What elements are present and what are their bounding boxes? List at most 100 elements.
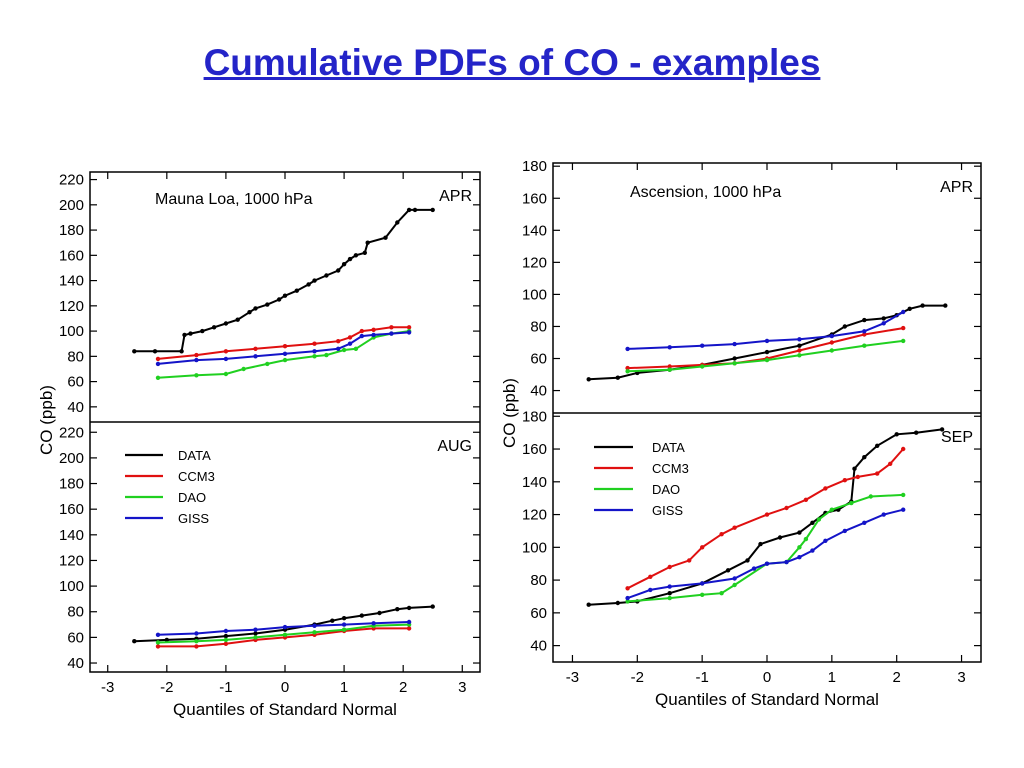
y-tick-label: 120	[522, 507, 547, 524]
x-axis-title: Quantiles of Standard Normal	[173, 700, 397, 719]
data-point-giss	[823, 538, 828, 543]
data-point-dao	[194, 639, 199, 644]
data-point-ccm3	[406, 325, 412, 330]
y-tick-label: 200	[59, 197, 84, 214]
data-point-ccm3	[797, 348, 802, 353]
data-point-data	[182, 332, 187, 338]
data-point-ccm3	[888, 461, 893, 466]
y-tick-label: 140	[59, 273, 84, 290]
data-point-data	[914, 430, 919, 435]
data-point-giss	[223, 628, 229, 634]
data-point-giss	[155, 632, 161, 637]
y-tick-label: 180	[522, 408, 547, 425]
series-line-giss	[627, 311, 904, 350]
data-point-giss	[881, 321, 886, 326]
month-label: AUG	[437, 438, 472, 455]
data-point-giss	[764, 561, 770, 566]
slide-title: Cumulative PDFs of CO - examples	[203, 42, 821, 83]
data-point-data	[347, 256, 353, 262]
data-point-data	[842, 324, 847, 329]
y-tick-label: 220	[59, 172, 84, 189]
y-tick-label: 100	[522, 539, 547, 556]
data-point-dao	[803, 536, 809, 542]
data-point-data	[353, 253, 359, 258]
data-point-data	[377, 610, 382, 616]
data-point-dao	[764, 357, 770, 363]
data-point-giss	[312, 349, 317, 354]
x-tick-label: 0	[281, 679, 289, 696]
y-tick-label: 80	[67, 604, 84, 621]
data-point-data	[894, 432, 899, 437]
data-point-giss	[810, 548, 815, 553]
y-tick-label: 220	[59, 424, 84, 441]
data-point-giss	[253, 627, 258, 632]
data-point-giss	[223, 356, 229, 362]
month-label: APR	[439, 188, 472, 205]
data-point-data	[362, 250, 367, 255]
series-line-ccm3	[157, 326, 410, 360]
chart-1: -3 -2 -1 0 1 2 3 Mauna Loa, 1000 hPa CO (ppb) Qua…	[37, 171, 481, 719]
legend-label-dao: DAO	[178, 490, 206, 505]
data-point-data	[235, 317, 240, 322]
data-point-dao	[625, 369, 630, 374]
data-point-data	[179, 349, 184, 354]
data-point-dao	[829, 507, 834, 512]
data-point-data	[395, 607, 400, 612]
y-tick-label: 120	[59, 298, 84, 315]
x-tick-label: 3	[458, 679, 466, 696]
data-point-dao	[282, 357, 288, 363]
data-point-ccm3	[764, 512, 770, 517]
legend-label-data: DATA	[652, 440, 685, 455]
series-line-data	[134, 605, 433, 643]
chart-2: -3 -2 -1 0 1 2 3 Ascension, 1000 hPa CO (ppb) Qua…	[500, 158, 982, 709]
series-line-dao	[627, 493, 904, 603]
y-tick-label: 160	[522, 190, 547, 207]
series-line-giss	[157, 331, 410, 365]
data-point-giss	[700, 343, 705, 348]
data-point-giss	[648, 587, 653, 593]
data-point-ccm3	[829, 340, 834, 345]
data-point-ccm3	[347, 335, 353, 340]
y-tick-label: 140	[59, 527, 84, 544]
x-tick-label: 0	[763, 669, 771, 686]
x-tick-label: -3	[566, 669, 579, 686]
data-point-ccm3	[194, 644, 199, 649]
data-point-giss	[194, 631, 199, 636]
data-point-giss	[155, 361, 161, 367]
series-line-ccm3	[627, 448, 904, 590]
y-axis-title: CO (ppb)	[37, 385, 56, 455]
data-point-data	[764, 349, 770, 355]
data-point-data	[667, 591, 672, 596]
data-point-ccm3	[732, 525, 737, 530]
data-point-data	[920, 303, 925, 308]
data-point-data	[294, 288, 299, 293]
data-point-dao	[341, 347, 347, 353]
data-point-data	[336, 268, 341, 273]
data-point-data	[200, 328, 205, 334]
data-point-ccm3	[625, 365, 630, 371]
data-point-dao	[901, 492, 906, 498]
data-point-data	[223, 321, 229, 326]
data-point-data	[939, 427, 945, 432]
data-point-ccm3	[842, 478, 847, 483]
y-tick-label: 140	[522, 474, 547, 491]
data-point-data	[395, 220, 400, 225]
legend-label-giss: GISS	[178, 511, 209, 526]
y-tick-label: 160	[522, 441, 547, 458]
x-tick-label: 2	[399, 679, 407, 696]
data-point-data	[253, 631, 258, 636]
data-point-ccm3	[194, 352, 199, 358]
y-tick-label: 40	[530, 383, 547, 400]
data-point-dao	[625, 599, 630, 604]
data-point-data	[907, 306, 912, 311]
y-tick-label: 120	[522, 254, 547, 271]
data-point-dao	[667, 367, 672, 372]
y-tick-label: 200	[59, 450, 84, 467]
data-point-ccm3	[282, 344, 288, 349]
x-tick-label: -2	[160, 679, 173, 696]
data-point-giss	[700, 581, 705, 586]
y-tick-label: 160	[59, 247, 84, 264]
data-point-data	[188, 331, 193, 336]
data-point-ccm3	[823, 486, 828, 491]
data-point-dao	[353, 346, 359, 351]
